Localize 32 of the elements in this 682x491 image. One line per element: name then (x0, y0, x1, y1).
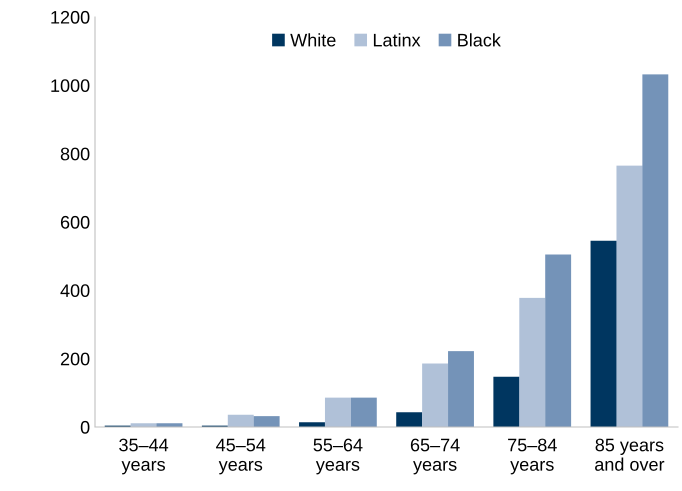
x-tick-label: 55–64 years (314, 438, 362, 474)
y-tick-label: 800 (60, 148, 90, 160)
bar (590, 240, 616, 427)
bar (642, 74, 668, 427)
bar (254, 416, 280, 427)
legend-label: Latinx (374, 33, 420, 47)
bar (299, 422, 325, 427)
bar (324, 398, 351, 427)
legend-label: White (290, 33, 336, 47)
bar (616, 166, 642, 427)
x-tick-label: 45–54 years (216, 438, 266, 474)
y-tick-label: 200 (60, 352, 90, 366)
bar (156, 423, 182, 427)
bar (448, 351, 474, 427)
x-tick-label: 85 years and over (595, 438, 664, 471)
legend-label: Black (458, 33, 501, 47)
y-tick-label: 600 (60, 216, 90, 229)
bar (228, 414, 254, 427)
bar (396, 412, 422, 427)
x-tick-label: 75–84 years (508, 438, 557, 474)
bar (350, 398, 377, 427)
y-tick-label: 400 (60, 284, 90, 298)
y-tick-label: 1200 (51, 10, 90, 24)
bar (519, 298, 546, 427)
bar (545, 254, 572, 427)
bar (422, 363, 448, 427)
x-tick-label: 65–74 years (410, 438, 460, 474)
x-tick-label: 35–44 years (119, 438, 168, 474)
bar (493, 376, 520, 427)
bar (130, 423, 157, 427)
y-tick-label: 1000 (51, 79, 90, 92)
y-tick-label: 0 (80, 420, 90, 434)
